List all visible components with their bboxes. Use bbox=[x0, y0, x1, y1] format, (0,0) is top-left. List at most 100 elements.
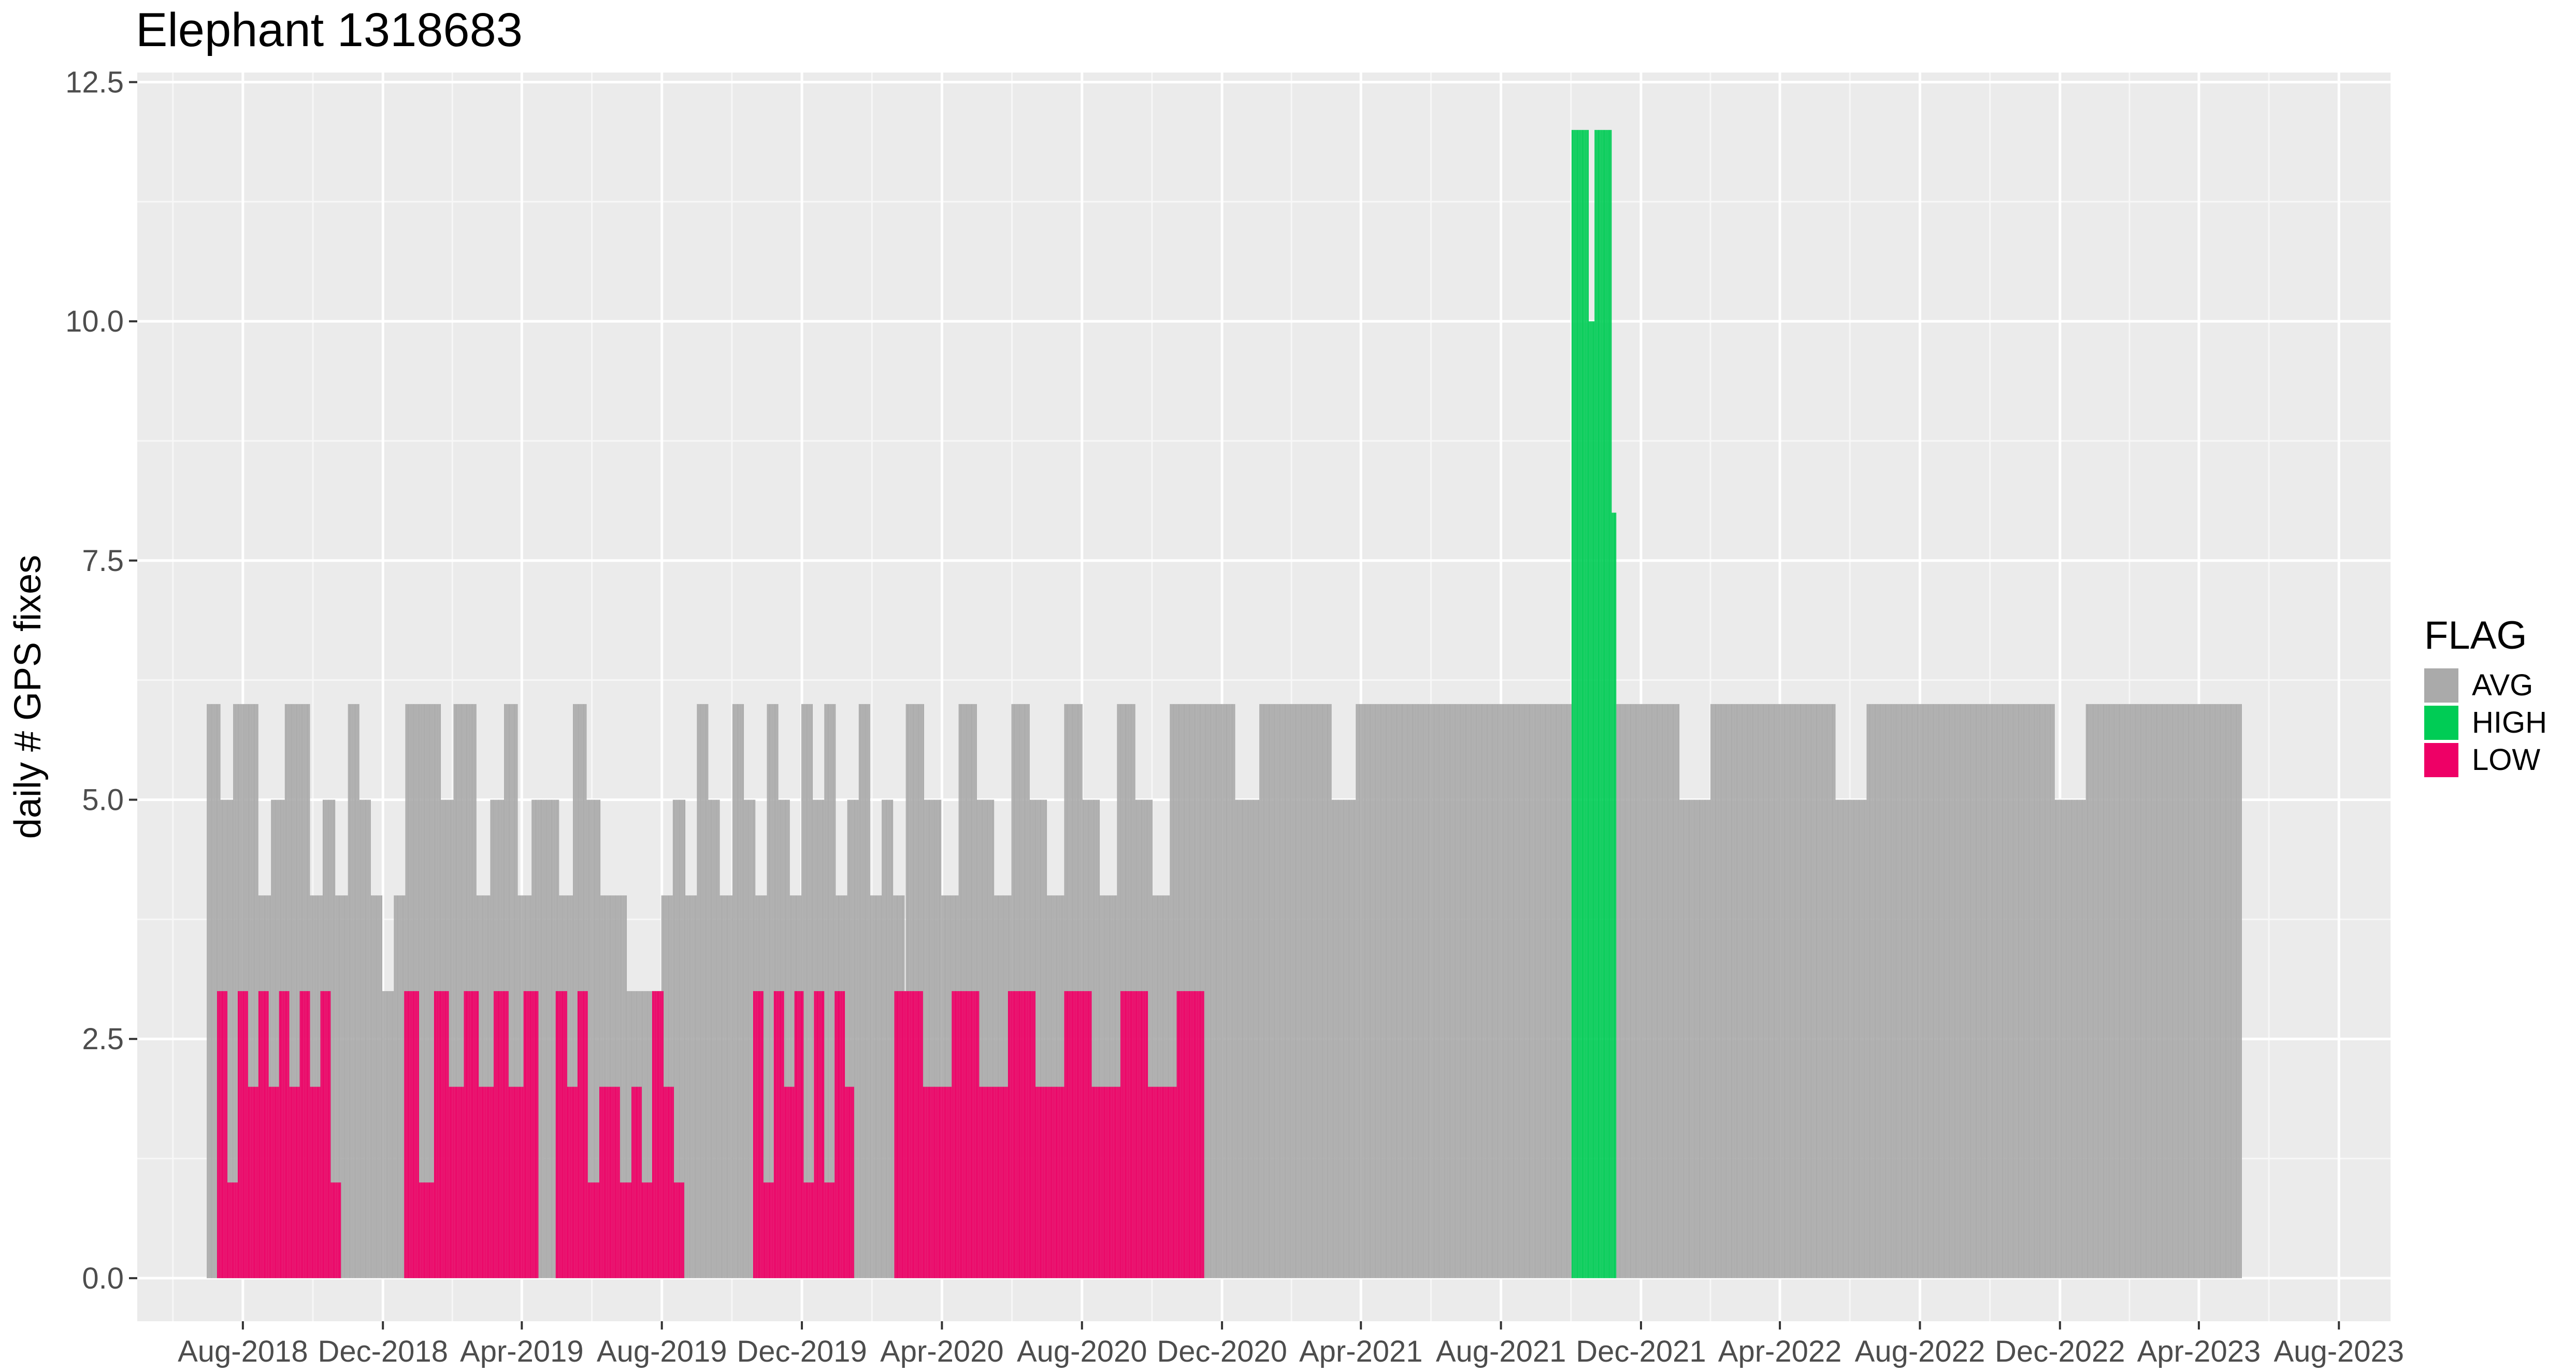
bar-low bbox=[778, 991, 780, 1278]
bar-avg bbox=[1730, 704, 1731, 1278]
bar-low bbox=[956, 991, 958, 1278]
bar-low bbox=[939, 1087, 941, 1278]
bar-avg bbox=[1684, 799, 1686, 1278]
bar-avg bbox=[2116, 704, 2117, 1278]
bar-avg bbox=[1519, 704, 1520, 1278]
bar-avg bbox=[1328, 704, 1330, 1278]
bar-avg bbox=[2153, 704, 2155, 1278]
bar-avg bbox=[1777, 704, 1778, 1278]
bar-avg bbox=[1319, 704, 1320, 1278]
bar-avg bbox=[2215, 704, 2217, 1278]
bar-avg bbox=[2200, 704, 2202, 1278]
bar-avg bbox=[1462, 704, 1464, 1278]
bar-low bbox=[1183, 991, 1185, 1278]
bar-avg bbox=[1754, 704, 1755, 1278]
bar-avg bbox=[1624, 704, 1625, 1278]
bar-avg bbox=[687, 895, 689, 1278]
bar-avg bbox=[462, 704, 463, 1278]
bar-avg bbox=[426, 704, 427, 1278]
bar-avg bbox=[2239, 704, 2241, 1278]
bar-avg bbox=[2185, 704, 2187, 1278]
bar-avg bbox=[552, 799, 554, 1278]
bar-low bbox=[579, 991, 580, 1278]
bar-low bbox=[608, 1087, 610, 1278]
bar-avg bbox=[993, 799, 995, 1278]
bar-avg bbox=[1815, 704, 1816, 1278]
bar-avg bbox=[713, 799, 714, 1278]
bar-low bbox=[667, 1087, 668, 1278]
bar-low bbox=[848, 1087, 850, 1278]
bar-low bbox=[281, 991, 283, 1278]
bar-avg bbox=[1350, 799, 1351, 1278]
bar-avg bbox=[385, 991, 387, 1278]
bar-avg bbox=[1244, 799, 1246, 1278]
bar-avg bbox=[1968, 704, 1970, 1278]
bar-low bbox=[429, 1182, 431, 1278]
bar-avg bbox=[1921, 704, 1923, 1278]
bar-avg bbox=[1898, 704, 1900, 1278]
bar-avg bbox=[2051, 704, 2053, 1278]
x-tick-label: Aug-2018 bbox=[178, 1335, 308, 1368]
bar-low bbox=[910, 991, 912, 1278]
bar-low bbox=[476, 991, 478, 1278]
bar-avg bbox=[1273, 704, 1274, 1278]
bar-avg bbox=[621, 895, 623, 1278]
bar-low bbox=[983, 1087, 984, 1278]
x-tick-label: Aug-2022 bbox=[1855, 1335, 1985, 1368]
bar-low bbox=[922, 991, 923, 1278]
bar-high bbox=[1593, 321, 1595, 1278]
bar-avg bbox=[2167, 704, 2169, 1278]
bar-avg bbox=[2082, 799, 2084, 1278]
bar-low bbox=[1043, 1087, 1045, 1278]
bar-avg bbox=[1357, 704, 1358, 1278]
bar-avg bbox=[1280, 704, 1282, 1278]
bar-low bbox=[644, 1182, 645, 1278]
bar-avg bbox=[2186, 704, 2188, 1278]
bar-avg bbox=[1259, 704, 1261, 1278]
bar-avg bbox=[2151, 704, 2153, 1278]
bar-high bbox=[1605, 130, 1606, 1278]
bar-avg bbox=[1548, 704, 1550, 1278]
bar-avg bbox=[595, 799, 596, 1278]
bar-avg bbox=[368, 799, 370, 1278]
bar-high bbox=[1585, 130, 1587, 1278]
bar-avg bbox=[344, 895, 346, 1278]
bar-low bbox=[442, 991, 443, 1278]
bar-low bbox=[894, 991, 896, 1278]
bar-low bbox=[1063, 1087, 1064, 1278]
bar-low bbox=[235, 1182, 237, 1278]
bar-avg bbox=[1496, 704, 1498, 1278]
bar-avg bbox=[768, 704, 769, 1278]
bar-avg bbox=[2219, 704, 2220, 1278]
bar-avg bbox=[2176, 704, 2178, 1278]
bar-avg bbox=[2127, 704, 2128, 1278]
bar-low bbox=[443, 991, 444, 1278]
bar-avg bbox=[1904, 704, 1906, 1278]
bar-avg bbox=[2017, 704, 2018, 1278]
bar-avg bbox=[651, 991, 652, 1278]
bar-low bbox=[224, 991, 225, 1278]
bar-avg bbox=[1896, 704, 1898, 1278]
bar-low bbox=[826, 1182, 828, 1278]
bar-low bbox=[930, 1087, 931, 1278]
bar-avg bbox=[932, 799, 933, 1278]
bar-avg bbox=[810, 704, 812, 1278]
bar-avg bbox=[987, 799, 989, 1278]
bar-avg bbox=[1791, 704, 1792, 1278]
bar-low bbox=[1101, 1087, 1102, 1278]
bar-avg bbox=[2033, 704, 2034, 1278]
bar-avg bbox=[2217, 704, 2218, 1278]
bar-low bbox=[959, 991, 961, 1278]
bar-low bbox=[267, 991, 269, 1278]
bar-avg bbox=[1429, 704, 1431, 1278]
bar-avg bbox=[736, 704, 737, 1278]
bar-low bbox=[274, 1087, 276, 1278]
bar-low bbox=[919, 991, 921, 1278]
bar-avg bbox=[2165, 704, 2166, 1278]
bar-low bbox=[825, 1182, 827, 1278]
bar-low bbox=[261, 991, 262, 1278]
bar-avg bbox=[809, 704, 811, 1278]
bar-avg bbox=[1447, 704, 1449, 1278]
bar-low bbox=[659, 991, 660, 1278]
bar-avg bbox=[1878, 704, 1879, 1278]
